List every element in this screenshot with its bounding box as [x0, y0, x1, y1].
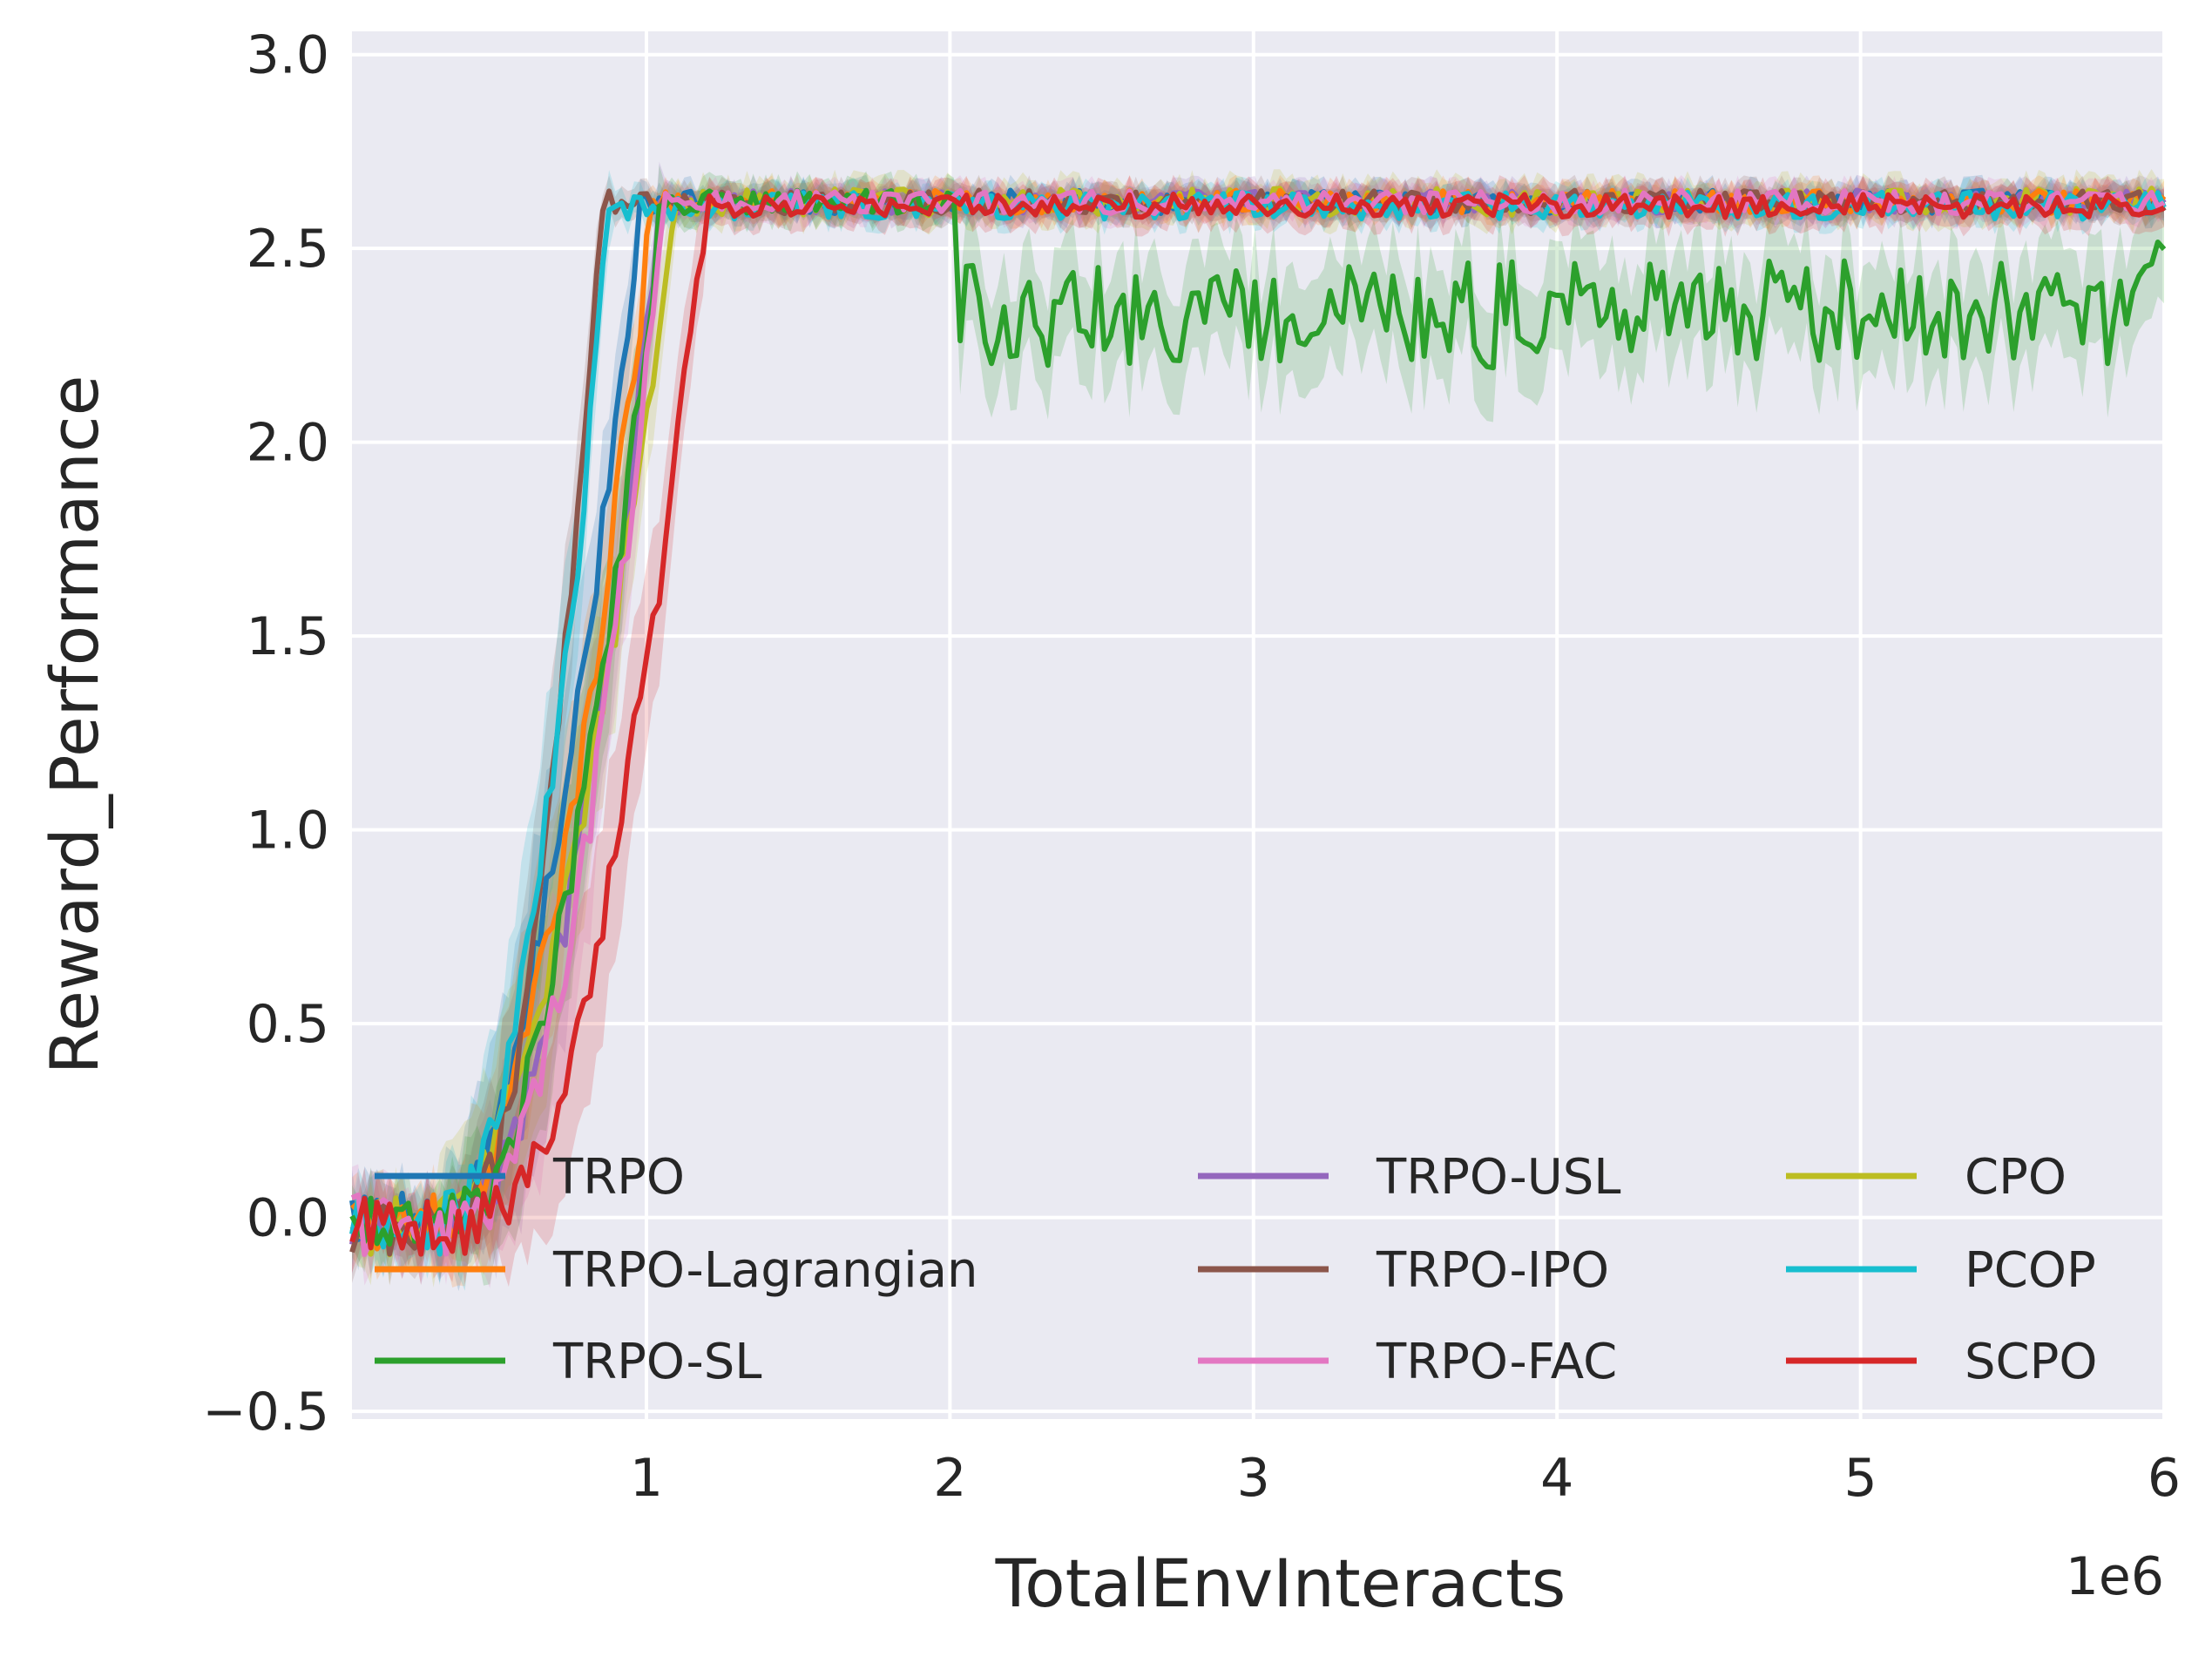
y-tick-label: 1.0: [247, 801, 329, 862]
legend-label: SCPO: [1965, 1334, 2098, 1390]
x-tick-labels: 1 2 3 4 5 6: [630, 1448, 2181, 1509]
x-tick-label: 2: [933, 1448, 966, 1509]
x-tick-label: 4: [1540, 1448, 1573, 1509]
band-trpo-fac: [352, 174, 2164, 1288]
legend-label: PCOP: [1965, 1242, 2096, 1299]
legend-label: TRPO-FAC: [1376, 1334, 1617, 1390]
x-tick-label: 6: [2148, 1448, 2181, 1509]
band-trpo-sl: [352, 165, 2164, 1286]
series-line-pcop: [349, 189, 2167, 1257]
x-offset-label: 1e6: [2066, 1546, 2164, 1607]
y-tick-labels: −0.5 0.0 0.5 1.0 1.5 2.0 2.5 3.0: [202, 25, 329, 1443]
y-tick-label: 0.0: [247, 1188, 329, 1249]
y-tick-label: 2.5: [247, 219, 329, 280]
legend-label: TRPO-USL: [1376, 1149, 1620, 1206]
series-lines: [349, 186, 2167, 1258]
y-tick-label: 0.5: [247, 994, 329, 1055]
legend-label: TRPO-IPO: [1376, 1242, 1609, 1299]
x-tick-label: 3: [1237, 1448, 1270, 1509]
band-trpo-usl: [352, 161, 2164, 1285]
x-tick-label: 1: [630, 1448, 663, 1509]
legend: TRPO TRPO-Lagrangian TRPO-SL TRPO-USL TRPO-I…: [375, 1149, 2098, 1390]
band-scpo: [352, 174, 2164, 1288]
x-tick-label: 5: [1843, 1448, 1877, 1509]
series-line-scpo: [349, 191, 2166, 1257]
legend-label: TRPO-Lagrangian: [552, 1242, 978, 1299]
y-axis-label: Reward_Performance: [36, 375, 113, 1075]
x-axis-label: TotalEnvInteracts: [995, 1544, 1566, 1622]
y-tick-label: 1.5: [247, 606, 329, 667]
y-tick-label: 3.0: [247, 25, 329, 86]
y-tick-label: −0.5: [202, 1382, 329, 1443]
legend-label: TRPO: [552, 1149, 685, 1206]
y-tick-label: 2.0: [247, 413, 329, 474]
grid: [352, 31, 2166, 1419]
legend-label: CPO: [1965, 1149, 2067, 1206]
legend-label: TRPO-SL: [552, 1334, 761, 1390]
confidence-bands: [352, 161, 2164, 1292]
